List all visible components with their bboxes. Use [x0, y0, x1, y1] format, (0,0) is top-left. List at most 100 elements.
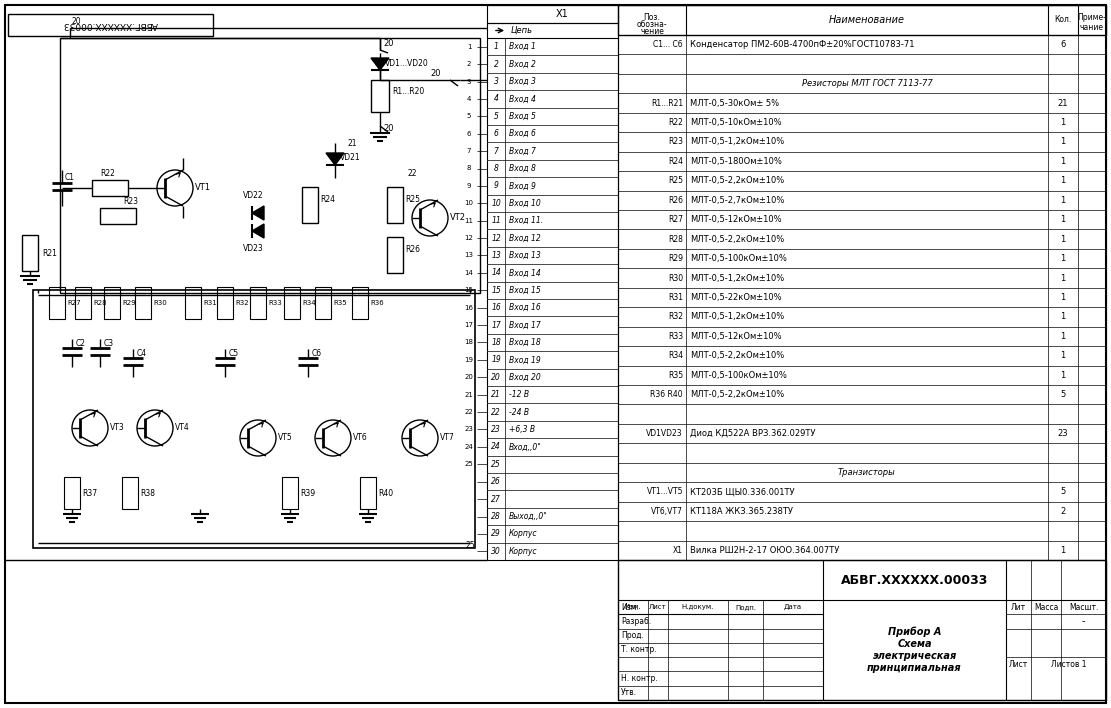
Text: Н.докум.: Н.докум.: [682, 604, 714, 610]
Text: Дата: Дата: [784, 604, 802, 610]
Text: R23: R23: [123, 197, 138, 205]
Bar: [122, 477, 138, 509]
Text: Вход 17: Вход 17: [509, 321, 541, 330]
Text: 20: 20: [383, 39, 393, 48]
Text: Корпус: Корпус: [509, 547, 538, 556]
Text: 16: 16: [464, 304, 473, 311]
Text: R22: R22: [668, 118, 683, 127]
Text: 21: 21: [1058, 98, 1069, 108]
Bar: [387, 237, 403, 273]
Text: R35: R35: [668, 371, 683, 379]
Text: Утв.: Утв.: [621, 688, 637, 697]
Text: 8: 8: [467, 166, 471, 171]
Text: 5: 5: [493, 112, 499, 121]
Text: -12 В: -12 В: [509, 390, 529, 399]
Bar: [186, 287, 201, 319]
Text: АБВГ.XXXXXX.00033: АБВГ.XXXXXX.00033: [841, 573, 988, 586]
Text: 5: 5: [467, 113, 471, 120]
Text: 28: 28: [491, 512, 501, 521]
Text: 2: 2: [467, 61, 471, 67]
Text: Вход 11.: Вход 11.: [509, 216, 543, 225]
Text: Поз.: Поз.: [643, 13, 660, 22]
Text: 1: 1: [1060, 137, 1065, 147]
Text: R33: R33: [668, 332, 683, 341]
Text: 27: 27: [491, 495, 501, 503]
Text: R26: R26: [668, 196, 683, 205]
Text: 1: 1: [1060, 273, 1065, 282]
Text: МЛТ-0,5-2,2кОм±10%: МЛТ-0,5-2,2кОм±10%: [690, 234, 784, 244]
Text: 1: 1: [1060, 546, 1065, 555]
Text: VT1...VT5: VT1...VT5: [647, 487, 683, 496]
Text: 7: 7: [467, 148, 471, 154]
Text: Выход,,0": Выход,,0": [509, 512, 548, 521]
Text: 20: 20: [430, 69, 440, 78]
Polygon shape: [252, 224, 264, 238]
Text: 11: 11: [464, 217, 473, 224]
Bar: [487, 5, 618, 23]
Text: МЛТ-0,5-12кОм±10%: МЛТ-0,5-12кОм±10%: [690, 215, 782, 224]
Text: -24 В: -24 В: [509, 408, 529, 416]
Text: Вход 8: Вход 8: [509, 164, 536, 173]
Text: 21: 21: [464, 392, 473, 398]
Text: МЛТ-0,5-12кОм±10%: МЛТ-0,5-12кОм±10%: [690, 332, 782, 341]
Text: VT7: VT7: [440, 433, 454, 442]
Text: 20: 20: [491, 373, 501, 382]
Text: 1: 1: [1060, 332, 1065, 341]
Text: R30: R30: [668, 273, 683, 282]
Text: 2: 2: [1060, 507, 1065, 516]
Bar: [22, 235, 38, 271]
Text: Вход 1: Вход 1: [509, 42, 536, 51]
Text: 18: 18: [464, 340, 473, 346]
Text: R25: R25: [406, 195, 420, 205]
Text: МЛТ-0,5-1,2кОм±10%: МЛТ-0,5-1,2кОм±10%: [690, 312, 784, 321]
Text: МЛТ-0,5-22кОм±10%: МЛТ-0,5-22кОм±10%: [690, 293, 782, 302]
Bar: [316, 287, 331, 319]
Text: VD23: VD23: [242, 244, 263, 253]
Text: Разраб.: Разраб.: [621, 617, 651, 626]
Text: 1: 1: [1060, 312, 1065, 321]
Text: Вход,,0": Вход,,0": [509, 442, 542, 452]
Text: Транзисторы: Транзисторы: [838, 468, 895, 477]
Text: обозна-: обозна-: [637, 20, 668, 29]
Bar: [49, 287, 66, 319]
Text: Вход 2: Вход 2: [509, 59, 536, 69]
Text: 23: 23: [491, 425, 501, 434]
Text: R34: R34: [302, 300, 316, 306]
Text: 14: 14: [464, 270, 473, 276]
Text: 2: 2: [493, 59, 499, 69]
Text: X1: X1: [673, 546, 683, 555]
Text: C6: C6: [312, 348, 322, 358]
Text: МЛТ-0,5-2,2кОм±10%: МЛТ-0,5-2,2кОм±10%: [690, 176, 784, 185]
Text: 7: 7: [493, 147, 499, 156]
Text: 11: 11: [491, 216, 501, 225]
Text: Масшт.: Масшт.: [1069, 603, 1098, 612]
Text: 18: 18: [491, 338, 501, 347]
Text: 20: 20: [464, 375, 473, 380]
Text: R31: R31: [668, 293, 683, 302]
Text: Вход 13: Вход 13: [509, 251, 541, 260]
Text: КТ118А ЖКЗ.365.238ТУ: КТ118А ЖКЗ.365.238ТУ: [690, 507, 793, 516]
Text: Изм.: Изм.: [621, 603, 639, 612]
Text: МЛТ-0,5-100кОм±10%: МЛТ-0,5-100кОм±10%: [690, 371, 787, 379]
Text: 17: 17: [464, 322, 473, 328]
Text: Прибор А: Прибор А: [888, 627, 941, 637]
Bar: [104, 287, 120, 319]
Text: 22: 22: [491, 408, 501, 416]
Bar: [352, 287, 368, 319]
Text: 1: 1: [1060, 351, 1065, 360]
Text: VD1VD23: VD1VD23: [647, 429, 683, 438]
Text: 1: 1: [1060, 254, 1065, 263]
Text: 5: 5: [1060, 487, 1065, 496]
Text: 14: 14: [491, 268, 501, 278]
Text: VT3: VT3: [110, 423, 124, 433]
Text: R32: R32: [668, 312, 683, 321]
Text: МЛТ-0,5-10кОм±10%: МЛТ-0,5-10кОм±10%: [690, 118, 782, 127]
Text: 8: 8: [493, 164, 499, 173]
Text: R21: R21: [42, 249, 57, 258]
Bar: [302, 187, 318, 223]
Text: R38: R38: [140, 489, 156, 498]
Text: C4: C4: [137, 348, 147, 358]
Text: 24: 24: [464, 444, 473, 450]
Text: 15: 15: [491, 286, 501, 295]
Text: 25: 25: [464, 462, 473, 467]
